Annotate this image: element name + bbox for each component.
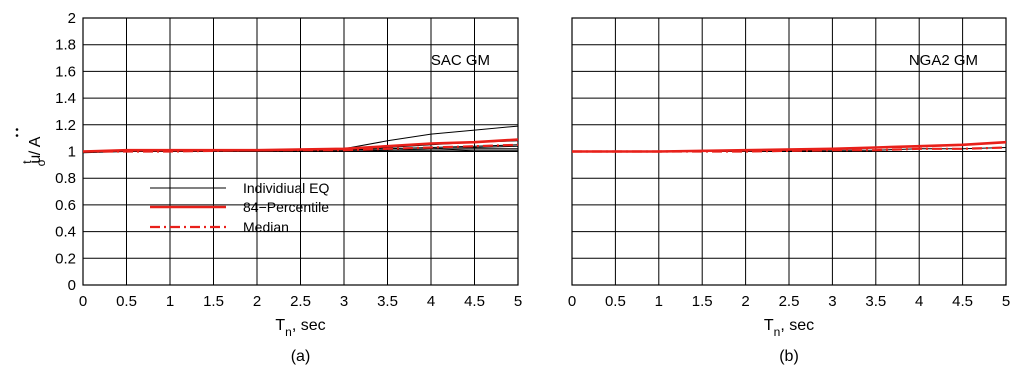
x-tick-label: 3 (340, 293, 348, 310)
x-tick-label: 4 (427, 293, 435, 310)
x-tick-label: 0.5 (116, 293, 137, 310)
y-tick-label: 1 (68, 144, 76, 161)
x-tick-label: 4.5 (952, 293, 973, 310)
y-tick-label: 1.2 (55, 117, 76, 134)
series-dashdot-line (83, 143, 519, 153)
y-tick-label: 1.4 (55, 90, 76, 107)
series-dashdot-line (572, 146, 1007, 153)
x-tick-label: 3.5 (865, 293, 886, 310)
panel-b-chart: 0 0.5 1 1.5 2 2.5 3 3.5 4 4.5 5 Tn, sec NGA2 GM (b) (568, 17, 1010, 365)
y-tick-label: 0.4 (55, 224, 76, 241)
x-tick-label: 0 (79, 293, 87, 310)
x-axis-label: Tn, sec (764, 317, 814, 339)
x-tick-label: 5 (514, 293, 522, 310)
x-axis-label: Tn, sec (275, 317, 325, 339)
y-tick-label: 0.2 (55, 250, 76, 267)
x-tick-label: 1 (166, 293, 174, 310)
x-tick-label: 1.5 (203, 293, 224, 310)
series-thick-line (572, 140, 1007, 153)
x-tick-label: 4 (915, 293, 923, 310)
x-tick-label: 2 (741, 293, 749, 310)
ddot-accent-mark (15, 134, 19, 137)
x-tick-label: 1.5 (692, 293, 713, 310)
legend-label: Median (243, 219, 289, 235)
x-tick-label: 3.5 (377, 293, 398, 310)
panel-annotation: NGA2 GM (909, 52, 978, 69)
y-tick-label: 2 (68, 10, 76, 27)
legend-label: Individiual EQ (243, 180, 329, 196)
y-tick-label: 1.8 (55, 37, 76, 54)
panel-caption: (b) (779, 348, 799, 365)
x-tick-label: 2.5 (779, 293, 800, 310)
x-tick-label: 2 (253, 293, 261, 310)
x-tick-label: 2.5 (290, 293, 311, 310)
x-tick-label: 1 (655, 293, 663, 310)
y-tick-label: 0.8 (55, 170, 76, 187)
y-tick-label: 0 (68, 277, 76, 294)
legend-label: 84−Percentile (243, 199, 329, 215)
panel-caption: (a) (291, 348, 311, 365)
x-tick-label: 0.5 (605, 293, 626, 310)
y-tick-label: 1.6 (55, 63, 76, 80)
series-thick-line (82, 138, 519, 153)
panel-a-chart: 0 0.5 1 1.5 2 2.5 3 3.5 4 4.5 5 0 0.2 0.4 0.6 0.8 1 1.2 1.… (15, 10, 522, 365)
x-tick-label: 5 (1002, 293, 1010, 310)
ddot-accent-mark (15, 128, 19, 131)
x-tick-label: 3 (828, 293, 836, 310)
y-axis-label: uto / A (20, 136, 48, 166)
panel-annotation: SAC GM (431, 52, 490, 69)
x-tick-label: 4.5 (464, 293, 485, 310)
y-tick-label: 0.6 (55, 197, 76, 214)
x-tick-label: 0 (568, 293, 576, 310)
